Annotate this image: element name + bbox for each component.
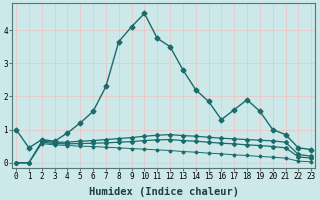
X-axis label: Humidex (Indice chaleur): Humidex (Indice chaleur) <box>89 186 239 197</box>
